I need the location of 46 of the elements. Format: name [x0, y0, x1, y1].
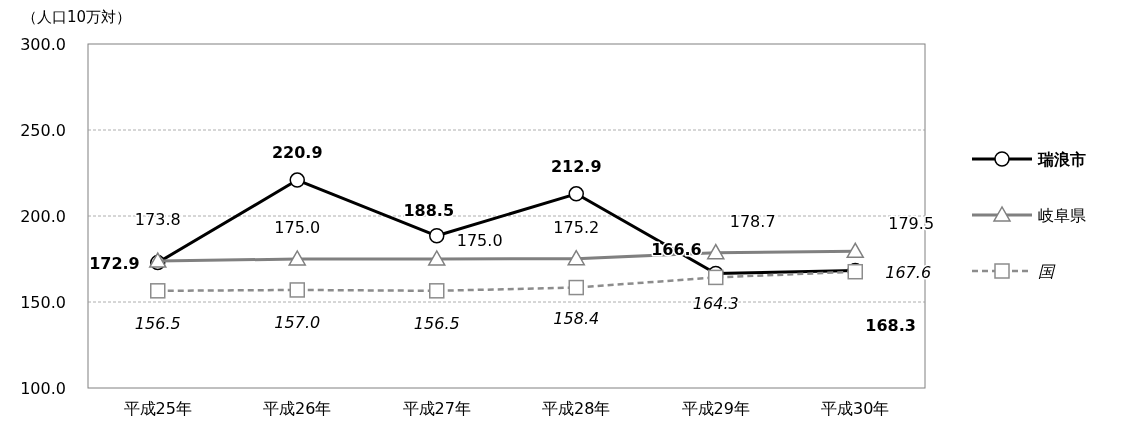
point — [428, 250, 446, 266]
point — [707, 243, 725, 260]
x-tick-label: 平成29年 — [681, 399, 750, 418]
data-label: 158.4 — [553, 308, 600, 328]
point — [568, 186, 584, 202]
y-tick-label: 300.0 — [20, 35, 66, 54]
data-label: 188.5 — [403, 200, 455, 220]
point — [708, 269, 724, 286]
point — [150, 283, 166, 299]
data-label: 166.6 — [651, 240, 702, 260]
x-tick-label: 平成25年 — [123, 399, 192, 418]
legend-label: 岐阜県 — [1038, 206, 1086, 225]
data-label: 212.9 — [550, 156, 602, 176]
data-label: 220.9 — [271, 143, 323, 163]
legend-label: 国 — [1038, 262, 1056, 281]
y-tick-label: 200.0 — [20, 207, 66, 226]
data-label: 178.7 — [729, 211, 776, 231]
data-label: 173.8 — [134, 210, 181, 230]
y-axis-title: （人口10万対） — [22, 8, 132, 26]
point — [846, 242, 864, 259]
data-label: 167.6 — [885, 262, 932, 282]
point — [567, 249, 585, 266]
y-tick-label: 150.0 — [20, 293, 66, 312]
x-tick-label: 平成26年 — [263, 399, 332, 418]
data-label: 156.5 — [413, 313, 460, 333]
data-label: 157.0 — [274, 312, 321, 332]
point — [429, 283, 445, 299]
data-label: 164.3 — [692, 294, 739, 314]
data-label: 156.5 — [134, 313, 181, 333]
x-tick-label: 平成28年 — [542, 399, 611, 418]
data-label: 175.2 — [553, 217, 600, 237]
point — [429, 228, 445, 244]
point — [288, 250, 306, 266]
x-tick-label: 平成27年 — [402, 399, 471, 418]
point — [289, 282, 305, 298]
point — [289, 172, 305, 188]
x-tick-label: 平成30年 — [821, 399, 890, 418]
point — [568, 279, 584, 296]
y-tick-label: 100.0 — [20, 379, 66, 398]
legend-label: 瑞浪市 — [1037, 150, 1086, 169]
data-label: 179.5 — [888, 214, 935, 234]
y-tick-label: 250.0 — [20, 121, 66, 140]
data-label: 175.0 — [274, 218, 321, 237]
data-label: 175.0 — [456, 231, 503, 250]
data-label: 172.9 — [89, 253, 140, 273]
data-label: 168.3 — [865, 315, 916, 335]
